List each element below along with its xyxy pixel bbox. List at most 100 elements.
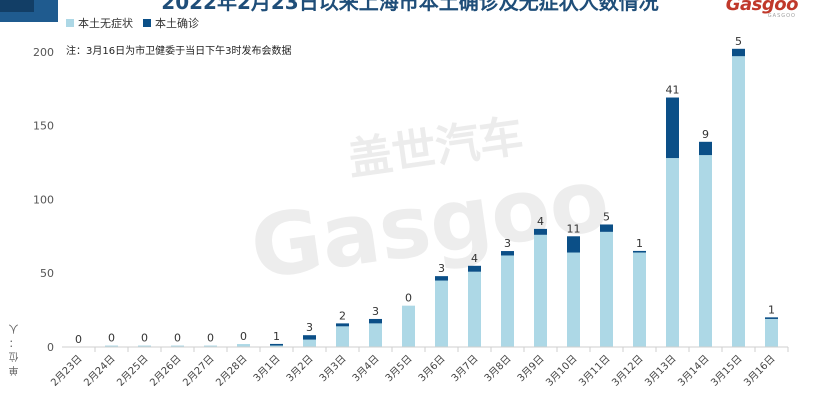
- x-tick-label: 3月7日: [449, 353, 481, 385]
- bar-asymptomatic: [633, 252, 646, 347]
- data-label-confirmed: 0: [108, 332, 115, 345]
- x-tick-label: 3月16日: [741, 353, 777, 389]
- bar-asymptomatic: [204, 345, 217, 347]
- legend-item-confirmed: 本土确诊: [143, 15, 199, 31]
- chart-legend: 本土无症状 本土确诊: [66, 15, 199, 31]
- x-tick-label: 3月3日: [317, 353, 349, 385]
- bar-asymptomatic: [171, 345, 184, 347]
- x-tick-label: 3月5日: [383, 353, 415, 385]
- bar-confirmed: [270, 343, 283, 346]
- x-tick-label: 2月26日: [147, 353, 183, 389]
- legend-item-asymptomatic: 本土无症状: [66, 15, 133, 31]
- y-tick-label: 100: [33, 193, 54, 206]
- x-tick-label: 2月23日: [48, 353, 84, 389]
- bar-asymptomatic: [435, 280, 448, 347]
- bar-asymptomatic: [369, 323, 382, 347]
- bar-asymptomatic: [270, 345, 283, 347]
- data-label-confirmed: 3: [306, 321, 313, 334]
- data-label-confirmed: 1: [768, 303, 775, 316]
- data-label-confirmed: 0: [75, 333, 82, 346]
- bar-confirmed: [435, 276, 448, 281]
- bar-asymptomatic: [336, 326, 349, 347]
- x-tick-label: 3月12日: [609, 353, 645, 389]
- bar-asymptomatic: [105, 345, 118, 347]
- data-label-confirmed: 5: [735, 35, 742, 48]
- bar-confirmed: [567, 236, 580, 253]
- header-corner-accent: [0, 0, 34, 12]
- bar-confirmed: [336, 323, 349, 327]
- bar-asymptomatic: [600, 231, 613, 347]
- data-label-confirmed: 4: [471, 252, 478, 265]
- data-label-confirmed: 3: [438, 262, 445, 275]
- y-axis: 0 50 100 150 200: [33, 46, 54, 354]
- chart-note: 注：3月16日为市卫健委于当日下午3时发布会数据: [66, 46, 292, 57]
- bar-asymptomatic: [534, 234, 547, 347]
- x-tick-label: 3月4日: [350, 353, 382, 385]
- data-label-confirmed: 41: [666, 84, 680, 97]
- bars-group: 0 0 0 0 0 0 1 3 2 3 0 3 4 3 4 11 5 1 41 9 5 1: [75, 35, 778, 347]
- data-label-confirmed: 3: [504, 237, 511, 250]
- bar-asymptomatic: [501, 255, 514, 347]
- x-tick-label: 2月28日: [213, 353, 249, 389]
- data-label-confirmed: 1: [636, 237, 643, 250]
- bar-asymptomatic: [303, 339, 316, 347]
- bar-confirmed: [600, 224, 613, 232]
- data-label-confirmed: 0: [240, 330, 247, 343]
- legend-label-asymptomatic: 本土无症状: [78, 17, 133, 30]
- legend-label-confirmed: 本土确诊: [155, 17, 199, 30]
- data-label-confirmed: 2: [339, 309, 346, 322]
- bar-confirmed: [501, 251, 514, 256]
- y-tick-label: 200: [33, 46, 54, 59]
- x-tick-label: 3月6日: [416, 353, 448, 385]
- data-label-confirmed: 3: [372, 305, 379, 318]
- bar-asymptomatic: [732, 56, 745, 347]
- data-label-confirmed: 9: [702, 128, 709, 141]
- bar-asymptomatic: [666, 158, 679, 347]
- x-tick-label: 3月10日: [543, 353, 579, 389]
- x-tick-label: 3月1日: [251, 353, 283, 385]
- y-tick-label: 50: [40, 267, 54, 280]
- bar-confirmed: [303, 335, 316, 340]
- data-label-confirmed: 1: [273, 330, 280, 343]
- y-tick-label: 150: [33, 120, 54, 133]
- legend-swatch-confirmed: [143, 19, 151, 27]
- x-tick-label: 2月25日: [114, 353, 150, 389]
- data-label-confirmed: 5: [603, 210, 610, 223]
- x-tick-label: 3月9日: [515, 353, 547, 385]
- bar-asymptomatic: [402, 305, 415, 347]
- x-tick-label: 3月8日: [482, 353, 514, 385]
- bar-confirmed: [666, 97, 679, 159]
- data-label-confirmed: 0: [141, 332, 148, 345]
- bar-confirmed: [699, 141, 712, 156]
- x-tick-label: 3月14日: [675, 353, 711, 389]
- x-tick-label: 3月13日: [642, 353, 678, 389]
- data-label-confirmed: 4: [537, 215, 544, 228]
- bar-asymptomatic: [567, 252, 580, 347]
- bar-asymptomatic: [699, 155, 712, 347]
- bar-asymptomatic: [468, 271, 481, 347]
- bar-asymptomatic: [237, 344, 250, 347]
- gasgoo-logo: Gasgoo: [725, 0, 799, 15]
- legend-swatch-asymptomatic: [66, 19, 74, 27]
- x-tick-label: 2月24日: [81, 353, 117, 389]
- bar-confirmed: [732, 48, 745, 57]
- data-label-confirmed: 0: [207, 332, 214, 345]
- bar-asymptomatic: [138, 345, 151, 347]
- data-label-confirmed: 0: [174, 332, 181, 345]
- data-label-confirmed: 0: [405, 292, 412, 305]
- bar-confirmed: [369, 318, 382, 324]
- x-tick-label: 2月27日: [180, 353, 216, 389]
- x-tick-label: 3月11日: [576, 353, 612, 389]
- bar-confirmed: [633, 250, 646, 253]
- bar-confirmed: [765, 317, 778, 319]
- chart-title: 2022年2月23日以来上海市本土确诊及无症状人数情况: [161, 0, 659, 14]
- bar-asymptomatic: [765, 318, 778, 347]
- data-label-confirmed: 11: [567, 222, 581, 235]
- gasgoo-logo-subtext: GASGOO: [767, 13, 796, 19]
- bar-confirmed: [468, 265, 481, 272]
- bar-confirmed: [534, 228, 547, 235]
- x-tick-label: 3月2日: [284, 353, 316, 385]
- x-tick-label: 3月15日: [708, 353, 744, 389]
